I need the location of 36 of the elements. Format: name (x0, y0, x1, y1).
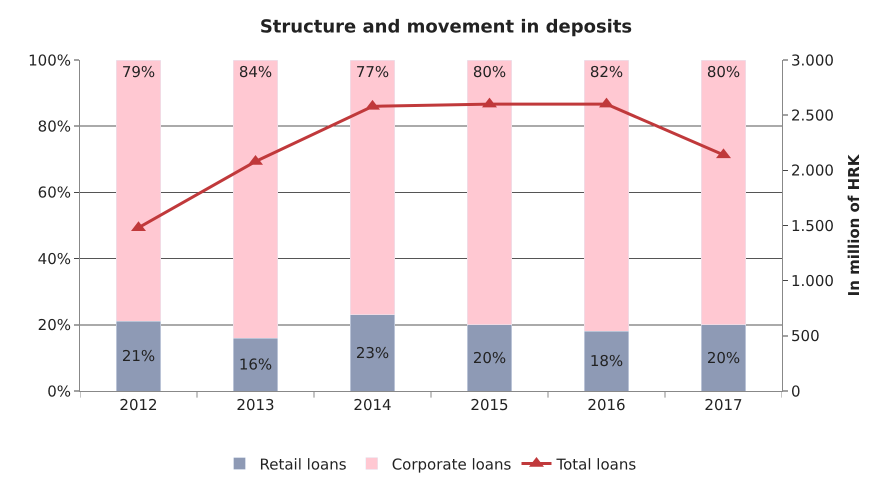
legend-label: Retail loans (260, 455, 347, 474)
y2-tick-label: 2.500 (791, 106, 834, 124)
data-label: 23% (356, 344, 390, 362)
legend-label: Corporate loans (392, 455, 512, 474)
x-tick-label: 2013 (236, 396, 275, 414)
y2-tick-label: 1.500 (791, 216, 834, 235)
x-tick-label: 2015 (470, 396, 509, 414)
data-label: 80% (706, 63, 740, 81)
y2-tick-label: 500 (791, 327, 820, 346)
y-tick-label: 80% (38, 117, 71, 136)
data-label: 84% (238, 63, 272, 81)
y2-tick-label: 3.000 (791, 51, 834, 70)
y-tick-label: 40% (38, 250, 71, 268)
data-label: 20% (472, 348, 506, 367)
data-label: 79% (122, 63, 156, 81)
data-label: 82% (590, 63, 624, 81)
y2-tick-label: 1.000 (791, 272, 834, 290)
x-tick-label: 2017 (704, 396, 743, 414)
y2-tick-label: 2.000 (791, 162, 834, 180)
y-tick-label: 20% (38, 316, 71, 334)
data-label: 20% (706, 348, 740, 367)
y-tick-label: 100% (28, 51, 71, 70)
y-tick-label: 60% (38, 184, 71, 202)
data-label: 21% (122, 347, 156, 366)
x-tick-label: 2016 (587, 396, 626, 414)
x-tick-label: 2014 (353, 396, 392, 414)
legend-label: Total loans (555, 455, 636, 474)
data-label: 80% (472, 63, 506, 81)
y2-axis-title: In million of HRK (844, 153, 863, 296)
chart-title: Structure and movement in deposits (260, 16, 632, 38)
data-label: 77% (356, 63, 390, 81)
data-label: 16% (238, 356, 272, 374)
y-tick-label: 0% (47, 382, 71, 400)
y2-tick-label: 0 (791, 382, 801, 400)
x-tick-label: 2012 (119, 396, 158, 414)
data-label: 18% (590, 352, 624, 370)
